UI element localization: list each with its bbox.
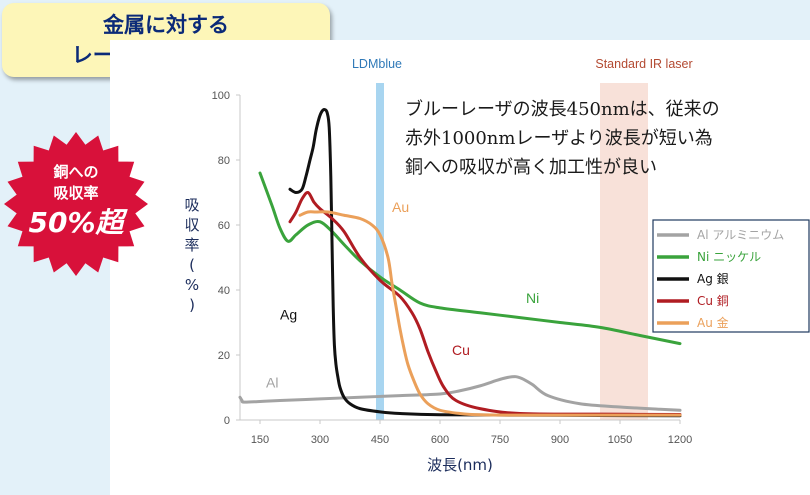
badge-line-2: 吸収率 [53,184,98,202]
x-tick-label: 450 [371,434,389,446]
curve-label-au: Au [392,199,409,215]
y-tick-label: 100 [212,90,230,102]
badge-starburst [4,132,148,276]
y-tick-label: 60 [218,220,230,232]
curve-label-al: Al [266,375,278,391]
curve-label-ni: Ni [526,290,539,306]
ldmblue-band [376,83,384,420]
ldmblue-label: LDMblue [352,57,402,71]
chart-svg: LDMblue Standard IR laser 150 300 450 600 750… [184,57,810,474]
series-line-ag [288,108,682,418]
x-tick-label: 1050 [608,434,632,446]
ir-laser-band [600,83,648,420]
title-line-1: 金属に対する [103,13,229,37]
badge-line-1: 銅への [53,163,98,181]
legend-label-ag: Ag 銀 [697,272,729,286]
badge-line-3: 50%超 [28,206,128,239]
series-line-al [238,375,682,412]
curve-label-ag: Ag [280,306,297,322]
x-tick-label: 1200 [668,434,692,446]
curve-label-cu: Cu [452,342,470,358]
y-tick-label: 0 [224,415,230,427]
chart-panel: LDMblue Standard IR laser 150 300 450 600 750… [110,40,810,495]
legend-label-cu: Cu 銅 [697,294,729,308]
series-line-au [298,210,682,417]
annotation-line-1: ブルーレーザの波長450nmは、従来の [405,98,720,120]
badge: 銅への 吸収率 50%超 [4,132,148,276]
y-tick-label: 20 [218,350,230,362]
series-line-cu [288,190,682,416]
x-tick-label: 600 [431,434,449,446]
legend-label-ni: Ni ニッケル [697,250,761,264]
y-axis-label: 吸収率(%) [184,196,199,314]
annotation-line-2: 赤外1000nmレーザより波長が短い為 [405,128,713,149]
annotation-line-3: 銅への吸収が高く加工性が良い [405,157,657,178]
x-tick-label: 150 [251,434,269,446]
x-tick-label: 750 [491,434,509,446]
y-tick-label: 80 [218,155,230,167]
x-tick-label: 300 [311,434,329,446]
y-tick-label: 40 [218,285,230,297]
legend-label-al: Al アルミニウム [697,228,784,242]
legend-label-au: Au 金 [697,315,729,330]
x-tick-label: 900 [551,434,569,446]
x-axis-label: 波長(nm) [427,456,493,474]
legend-box [652,219,810,333]
ir-laser-label: Standard IR laser [595,57,692,71]
